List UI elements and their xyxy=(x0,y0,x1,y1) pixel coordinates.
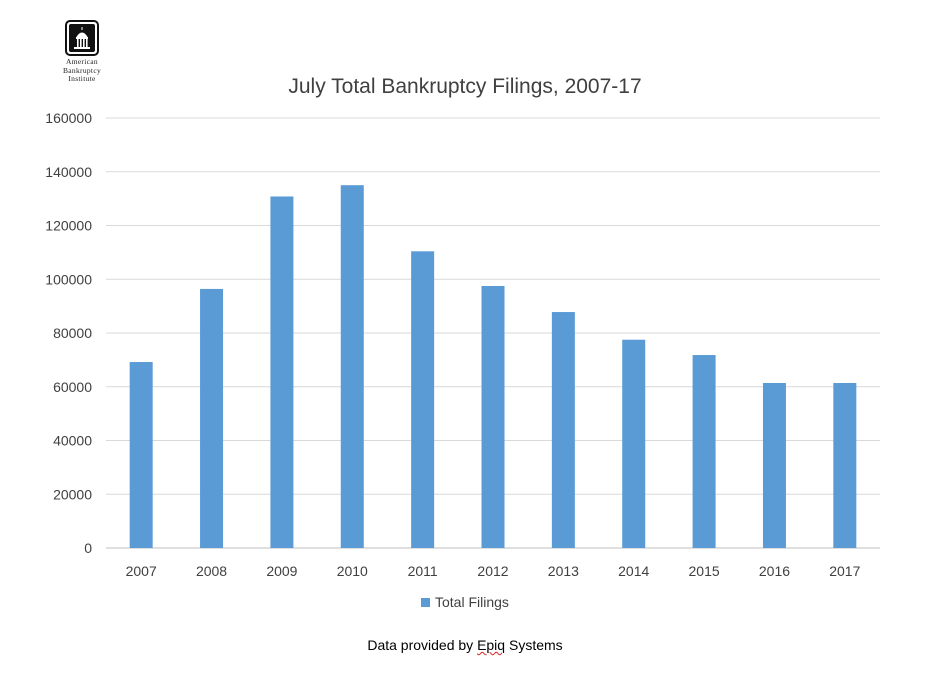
legend-label: Total Filings xyxy=(435,594,509,610)
x-axis-ticks: 2007 2008 2009 2010 2011 2012 2013 2014 2015 2016… xyxy=(126,563,861,579)
bars xyxy=(129,185,857,549)
bar-2010 xyxy=(340,185,364,548)
bar-2012 xyxy=(481,285,505,548)
y-tick-label: 120000 xyxy=(45,218,92,234)
y-tick-label: 0 xyxy=(84,540,92,556)
bar-2009 xyxy=(270,196,294,548)
bar-2015 xyxy=(692,355,716,548)
bar-2008 xyxy=(200,288,224,548)
legend: Total Filings xyxy=(421,594,509,610)
source-note-suffix: Systems xyxy=(505,637,563,653)
x-tick-label: 2016 xyxy=(759,563,790,579)
y-tick-label: 160000 xyxy=(45,110,92,126)
x-tick-label: 2008 xyxy=(196,563,227,579)
bar-2014 xyxy=(622,339,646,548)
x-tick-label: 2011 xyxy=(408,563,438,579)
x-tick-label: 2009 xyxy=(266,563,297,579)
y-tick-label: 40000 xyxy=(53,433,92,449)
x-tick-label: 2010 xyxy=(337,563,368,579)
x-tick-label: 2017 xyxy=(829,563,860,579)
source-note-company: Epiq xyxy=(477,637,506,653)
y-tick-label: 140000 xyxy=(45,164,92,180)
bar-2016 xyxy=(762,382,786,548)
logo-text: American Bankruptcy Institute xyxy=(40,57,124,84)
y-tick-label: 20000 xyxy=(53,486,92,502)
logo-line: Institute xyxy=(68,74,96,83)
legend-swatch xyxy=(421,598,430,607)
chart-title: July Total Bankruptcy Filings, 2007-17 xyxy=(288,75,641,98)
source-note-prefix: Data provided by xyxy=(367,637,478,653)
x-tick-label: 2013 xyxy=(548,563,579,579)
logo-line: Bankruptcy xyxy=(63,65,101,75)
x-tick-label: 2015 xyxy=(689,563,720,579)
bar-2013 xyxy=(551,312,575,548)
y-tick-label: 100000 xyxy=(45,271,92,287)
y-axis-ticks: 0 20000 40000 60000 80000 100000 120000 140000 1… xyxy=(45,110,92,556)
bar-2017 xyxy=(833,382,857,548)
bar-2007 xyxy=(129,362,153,548)
logo-line: American xyxy=(66,57,98,66)
capitol-dome-icon xyxy=(65,20,99,56)
source-note: Data provided by Epiq Systems xyxy=(0,637,930,653)
x-tick-label: 2014 xyxy=(618,563,649,579)
bar-2011 xyxy=(411,251,435,549)
logo: American Bankruptcy Institute xyxy=(40,20,124,84)
x-tick-label: 2007 xyxy=(126,563,157,579)
x-tick-label: 2012 xyxy=(477,563,508,579)
y-tick-label: 60000 xyxy=(53,379,92,395)
y-tick-label: 80000 xyxy=(53,325,92,341)
